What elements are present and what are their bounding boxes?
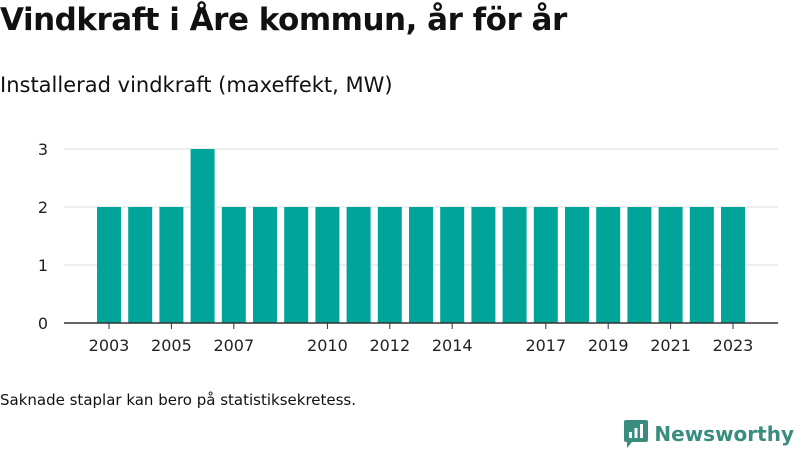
- bar-chart: 0 1 2 3 2003 2005 2007 2010 2012 2014 2017 2019 2021…: [38, 140, 778, 355]
- bar-2014: [440, 207, 465, 323]
- x-tick-label: 2019: [588, 336, 629, 355]
- bar-2008: [253, 207, 277, 323]
- bar-2020: [627, 207, 652, 323]
- bar-2017: [533, 207, 558, 323]
- newsworthy-icon: [624, 420, 649, 448]
- bar-2018: [565, 207, 589, 323]
- bar-2010: [315, 207, 340, 323]
- bar-2012: [377, 207, 402, 323]
- axes: 0 1 2 3 2003 2005 2007 2010 2012 2014 2017 2019 2021…: [38, 140, 778, 355]
- bar-2021: [658, 207, 683, 323]
- bar-2019: [596, 207, 621, 323]
- brand-logo: Newsworthy: [624, 419, 794, 449]
- x-tick-label: 2017: [525, 336, 566, 355]
- y-tick-label: 0: [38, 314, 48, 333]
- bar-2013: [409, 207, 433, 323]
- chart-subtitle: Installerad vindkraft (maxeffekt, MW): [0, 73, 393, 97]
- x-tick-label: 2007: [213, 336, 254, 355]
- x-tick-label: 2023: [713, 336, 754, 355]
- bar-2011: [346, 207, 371, 323]
- bar-2015: [471, 207, 496, 323]
- x-tick-label: 2014: [432, 336, 473, 355]
- brand-name: Newsworthy: [654, 422, 794, 446]
- bar-2023: [721, 207, 745, 323]
- bar-2005: [159, 207, 184, 323]
- x-tick-label: 2012: [369, 336, 410, 355]
- x-tick-label: 2021: [650, 336, 691, 355]
- x-tick-label: 2005: [151, 336, 192, 355]
- x-tick-label: 2003: [89, 336, 130, 355]
- bar-2007: [221, 207, 246, 323]
- bar-2009: [284, 207, 309, 323]
- x-tick-label: 2010: [307, 336, 348, 355]
- bar-2003: [97, 207, 121, 323]
- bar-2004: [128, 207, 153, 323]
- y-tick-label: 1: [38, 256, 48, 275]
- bar-2006: [190, 149, 215, 323]
- y-tick-label: 2: [38, 198, 48, 217]
- y-tick-label: 3: [38, 140, 48, 159]
- bar-2022: [689, 207, 714, 323]
- chart-title: Vindkraft i Åre kommun, år för år: [0, 2, 567, 38]
- bar-2016: [502, 207, 527, 323]
- footnote: Saknade staplar kan bero på statistiksek…: [0, 391, 357, 409]
- bars: [97, 149, 745, 323]
